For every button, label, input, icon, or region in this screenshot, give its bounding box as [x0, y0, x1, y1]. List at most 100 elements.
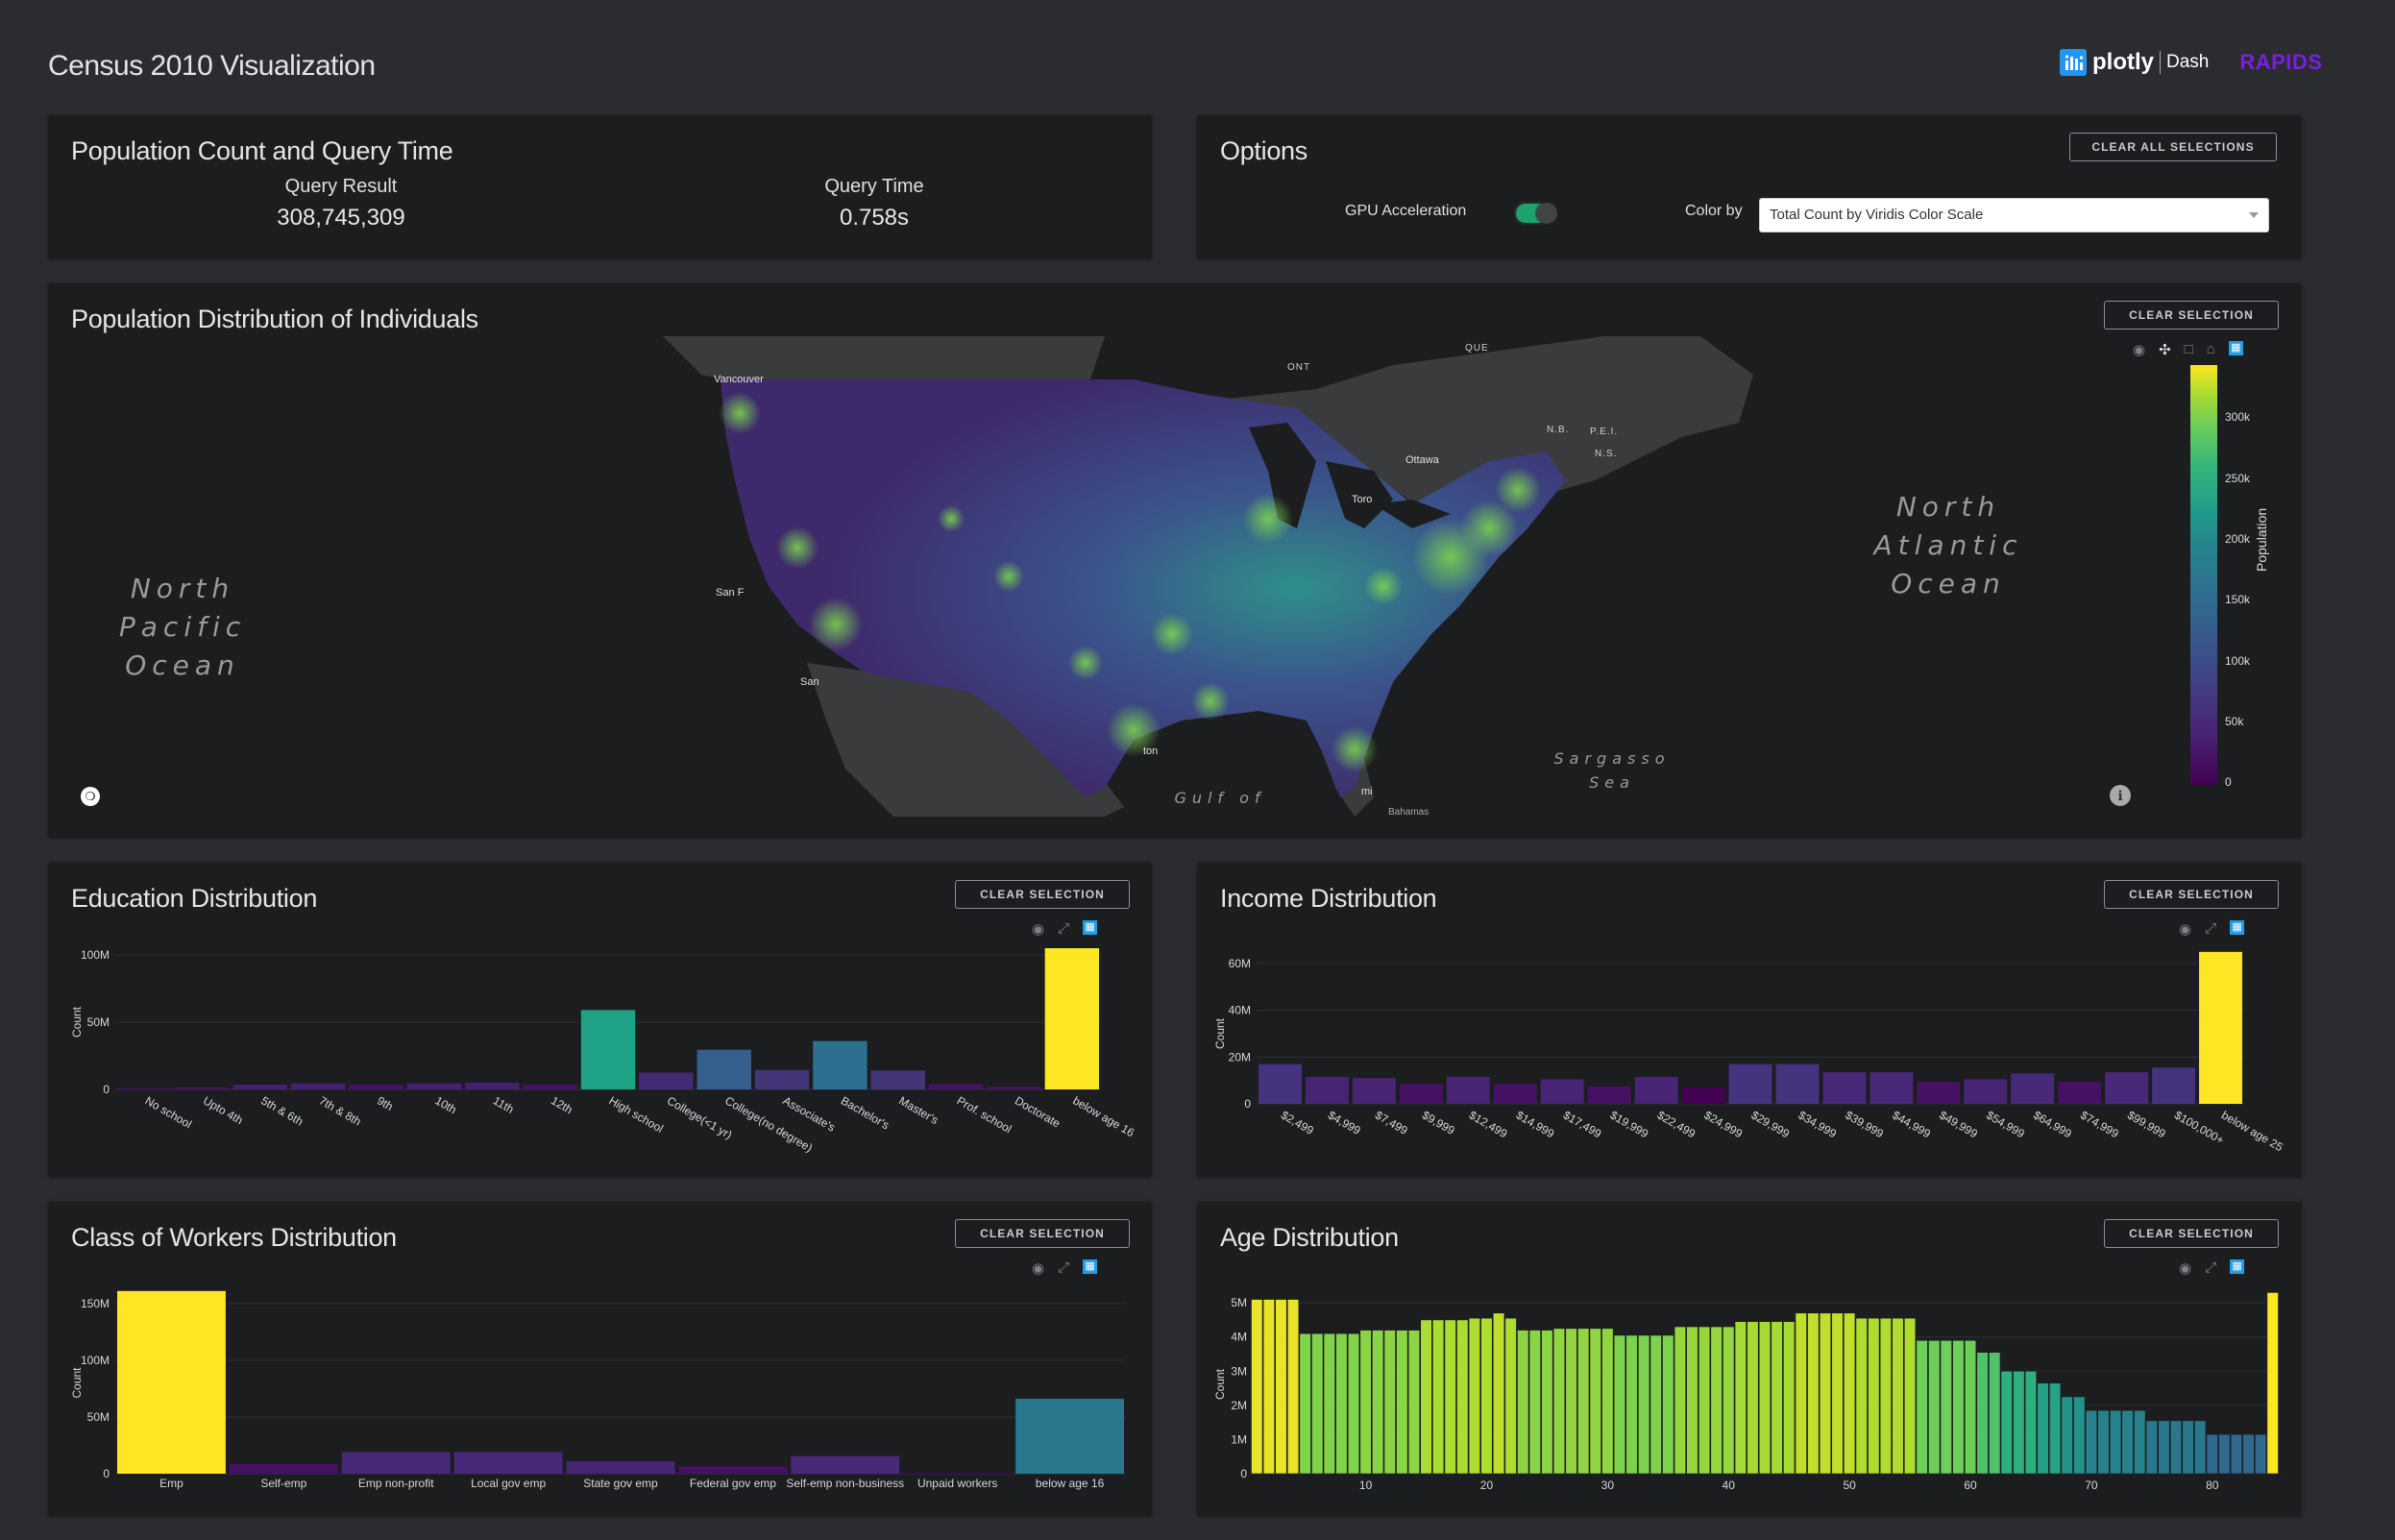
age-bar[interactable]	[2013, 1370, 2025, 1475]
gpu-acceleration-toggle[interactable]	[1514, 202, 1558, 225]
chart-bar[interactable]	[2058, 1081, 2102, 1104]
age-bar[interactable]	[1444, 1319, 1456, 1475]
chart-bar[interactable]	[2011, 1073, 2055, 1104]
autoscale-icon[interactable]: ⤢	[2205, 920, 2217, 937]
chart-bar[interactable]	[580, 1010, 636, 1089]
age-bar[interactable]	[1504, 1317, 1517, 1475]
chart-bar[interactable]	[291, 1083, 346, 1089]
age-bar[interactable]	[1844, 1312, 1856, 1475]
info-icon[interactable]: ℹ	[2110, 785, 2131, 806]
chart-bar[interactable]	[229, 1463, 338, 1474]
age-bar[interactable]	[1359, 1330, 1372, 1475]
chart-bar[interactable]	[1634, 1077, 1678, 1104]
age-bar[interactable]	[1879, 1317, 1892, 1475]
age-bar[interactable]	[1577, 1328, 1590, 1475]
chart-bar[interactable]	[406, 1083, 462, 1089]
age-bar[interactable]	[1940, 1339, 1952, 1475]
age-bar[interactable]	[1420, 1319, 1432, 1475]
income-clear-selection-button[interactable]: CLEAR SELECTION	[2104, 880, 2279, 909]
age-bar[interactable]	[2121, 1409, 2134, 1475]
age-bar[interactable]	[2049, 1382, 2062, 1475]
chart-bar[interactable]	[870, 1070, 925, 1089]
age-bar[interactable]	[1552, 1328, 1566, 1475]
age-bar[interactable]	[1747, 1321, 1759, 1475]
age-bar[interactable]	[2037, 1382, 2049, 1475]
age-bar[interactable]	[1928, 1339, 1941, 1475]
age-bar[interactable]	[1613, 1334, 1626, 1475]
age-bar[interactable]	[1758, 1321, 1772, 1475]
age-bar[interactable]	[2000, 1370, 2013, 1475]
chart-bar[interactable]	[566, 1461, 675, 1474]
age-bar[interactable]	[1723, 1326, 1735, 1475]
age-bar[interactable]	[1541, 1330, 1553, 1475]
age-bar[interactable]	[1831, 1312, 1844, 1475]
chart-bar[interactable]	[1399, 1084, 1443, 1104]
chart-bar[interactable]	[987, 1087, 1041, 1089]
age-bar[interactable]	[1251, 1299, 1263, 1475]
chart-bar[interactable]	[232, 1085, 288, 1089]
age-bar[interactable]	[2134, 1409, 2146, 1475]
camera-icon[interactable]: ◉	[2179, 921, 2192, 938]
plotly-logo-icon[interactable]: ▦	[1083, 1259, 1098, 1274]
age-clear-selection-button[interactable]: CLEAR SELECTION	[2104, 1219, 2279, 1248]
education-bar-chart[interactable]: 0 50M 100M Count No school Upto 4th 5th & 6th 7…	[48, 863, 1152, 1178]
age-bar[interactable]	[1952, 1339, 1965, 1475]
camera-icon[interactable]: ◉	[2179, 1260, 2192, 1277]
chart-bar[interactable]	[117, 1290, 226, 1474]
chart-bar[interactable]	[903, 1473, 1013, 1474]
age-bar[interactable]	[1383, 1330, 1396, 1475]
chart-bar[interactable]	[2199, 951, 2242, 1104]
chart-bar[interactable]	[523, 1085, 577, 1089]
chart-bar[interactable]	[1044, 948, 1099, 1089]
age-bar[interactable]	[1601, 1328, 1614, 1475]
mapbox-logo-icon[interactable]: ❍	[81, 787, 100, 806]
age-bar[interactable]	[1903, 1317, 1917, 1475]
age-bar[interactable]	[2255, 1433, 2267, 1475]
age-bar[interactable]	[2206, 1433, 2218, 1475]
chart-bar[interactable]	[1870, 1072, 1914, 1104]
education-clear-selection-button[interactable]: CLEAR SELECTION	[955, 880, 1130, 909]
age-bar[interactable]	[2266, 1292, 2279, 1475]
chart-bar[interactable]	[1540, 1079, 1584, 1104]
chart-bar[interactable]	[791, 1455, 900, 1474]
camera-icon[interactable]: ◉	[2133, 342, 2146, 358]
age-bar[interactable]	[1964, 1339, 1977, 1475]
chart-bar[interactable]	[341, 1452, 451, 1474]
chart-bar[interactable]	[1964, 1079, 2008, 1104]
income-bar-chart[interactable]: 0 20M 40M 60M Count $2,499 $4,999 $7,499 $9,999 $…	[1197, 863, 2302, 1178]
age-bar[interactable]	[1347, 1332, 1360, 1475]
age-bar[interactable]	[1432, 1319, 1445, 1475]
age-bar[interactable]	[1372, 1330, 1384, 1475]
home-icon[interactable]: ⌂	[2206, 341, 2215, 357]
age-bar[interactable]	[2230, 1433, 2243, 1475]
plotly-logo-icon[interactable]: ▦	[2228, 341, 2243, 355]
age-bar[interactable]	[1299, 1332, 1311, 1475]
chart-bar[interactable]	[1305, 1077, 1349, 1104]
population-map[interactable]: North Pacific Ocean North Atlantic Ocean…	[48, 336, 2302, 817]
age-bar[interactable]	[2242, 1433, 2255, 1475]
workers-clear-selection-button[interactable]: CLEAR SELECTION	[955, 1219, 1130, 1248]
age-bar[interactable]	[1892, 1317, 1904, 1475]
age-bar[interactable]	[1589, 1328, 1601, 1475]
age-bar[interactable]	[1698, 1326, 1711, 1475]
age-bar-chart[interactable]: 0 1M 2M 3M 4M 5M Count 10 20 30 40 50 60 70 80	[1197, 1202, 2302, 1517]
age-bar[interactable]	[2061, 1396, 2073, 1475]
plotly-logo-icon[interactable]: ▦	[2230, 920, 2245, 935]
age-bar[interactable]	[1323, 1332, 1335, 1475]
chart-bar[interactable]	[639, 1072, 694, 1090]
age-bar[interactable]	[2145, 1420, 2158, 1475]
age-bar[interactable]	[1335, 1332, 1348, 1475]
age-bar[interactable]	[1650, 1334, 1662, 1475]
age-bar[interactable]	[1807, 1312, 1820, 1475]
age-bar[interactable]	[1480, 1317, 1493, 1475]
autoscale-icon[interactable]: ⤢	[1058, 1259, 1070, 1276]
age-bar[interactable]	[1262, 1299, 1275, 1475]
chart-bar[interactable]	[1728, 1063, 1772, 1104]
age-bar[interactable]	[1916, 1339, 1928, 1475]
age-bar[interactable]	[2085, 1409, 2097, 1475]
chart-bar[interactable]	[1822, 1072, 1867, 1104]
chart-bar[interactable]	[349, 1085, 403, 1089]
autoscale-icon[interactable]: ⤢	[1058, 920, 1070, 937]
age-bar[interactable]	[1976, 1352, 1989, 1475]
age-bar[interactable]	[1456, 1319, 1469, 1475]
